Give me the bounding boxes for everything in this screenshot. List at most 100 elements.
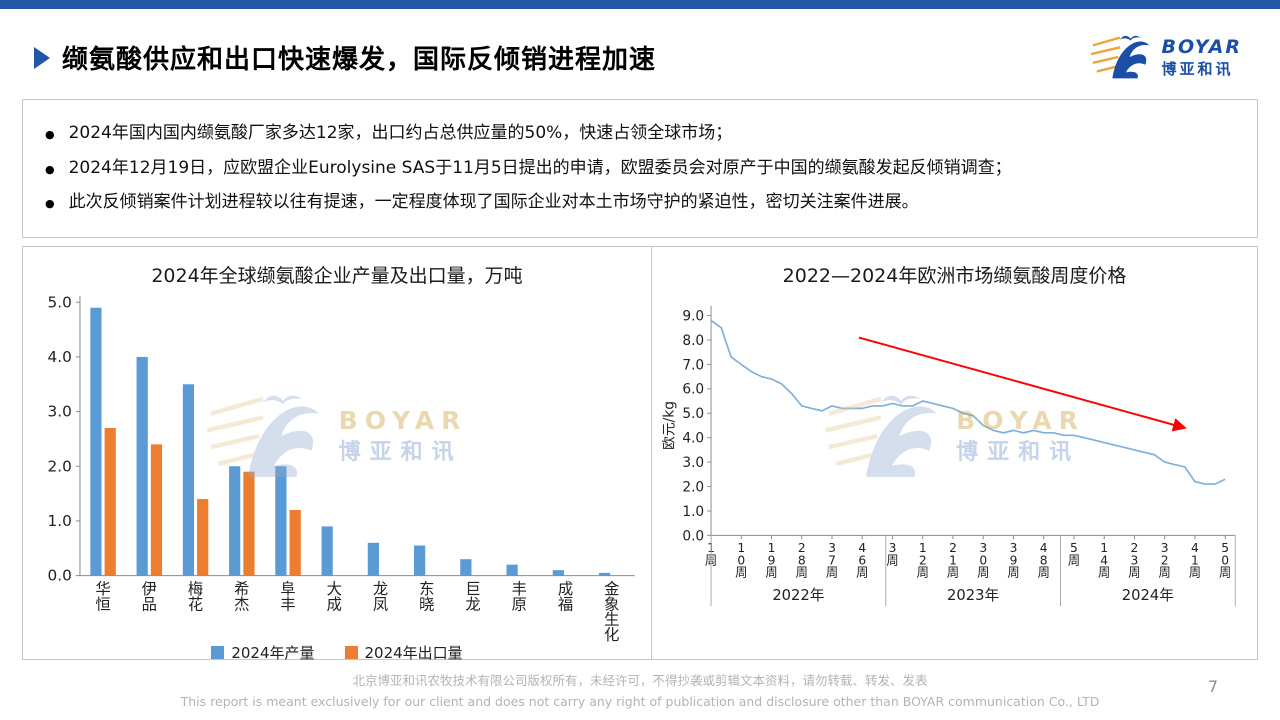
legend-label: 2024年出口量 (364, 644, 463, 663)
production-export-bar-chart: 0.0 1.0 2.0 3.0 4.0 5.0 华恒伊品梅花希杰阜丰大成龙凤东晓巨龙丰原成福… (47, 293, 635, 643)
bar-category-label: 成福 (558, 579, 573, 612)
svg-text:5.0: 5.0 (47, 293, 71, 311)
bar-export (150, 443, 163, 576)
bar-production (275, 465, 287, 576)
bar-production (321, 525, 333, 576)
boyar-logo: BOYAR 博亚和讯 (1091, 29, 1242, 85)
bullet-dot-icon: ● (45, 128, 55, 141)
bar-production (136, 356, 148, 576)
legend-swatch (211, 646, 225, 660)
svg-text:1.0: 1.0 (682, 503, 704, 519)
boyar-logo-text: BOYAR 博亚和讯 (1161, 36, 1242, 79)
bar-export (243, 471, 255, 576)
production-chart-panel: 2024年全球缬氨酸企业产量及出口量，万吨 0.0 1.0 2.0 3.0 4.0 5.0… (22, 245, 652, 663)
bar-category-label: 东晓 (419, 579, 434, 612)
svg-text:5.0: 5.0 (682, 406, 704, 422)
title-arrow-icon (34, 46, 50, 69)
bullet-item: ● 2024年12月19日，应欧盟企业Eurolysine SAS于11月5日提… (45, 156, 1235, 182)
year-group-label: 2023年 (947, 587, 999, 604)
bar-category-label: 梅花 (188, 579, 203, 612)
bar-production (229, 465, 241, 576)
bar-category-label: 大成 (327, 579, 342, 612)
svg-text:3.0: 3.0 (682, 455, 704, 471)
boyar-brand-en: BOYAR (1161, 35, 1242, 58)
svg-text:0.0: 0.0 (47, 566, 71, 584)
page-title: 缬氨酸供应和出口快速爆发，国际反倾销进程加速 (62, 45, 657, 75)
bar-category-label: 希杰 (234, 579, 249, 612)
bar-production (552, 569, 564, 576)
page-number: 7 (1207, 677, 1218, 696)
legend-swatch (344, 646, 358, 660)
price-chart-panel: 2022—2024年欧洲市场缬氨酸周度价格 0.0 1.0 2.0 3.0 4.0 5.0… (651, 245, 1258, 660)
legend-label: 2024年产量 (231, 644, 315, 663)
bar-export (289, 509, 301, 576)
bar-category-label: 丰原 (512, 579, 527, 612)
year-group-label: 2024年 (1122, 587, 1174, 604)
svg-text:8.0: 8.0 (682, 332, 704, 348)
bullet-text: 2024年12月19日，应欧盟企业Eurolysine SAS于11月5日提出的… (68, 157, 1012, 178)
line-chart-title: 2022—2024年欧洲市场缬氨酸周度价格 (782, 264, 1127, 287)
svg-text:9.0: 9.0 (682, 308, 704, 324)
bullet-item: ● 2024年国内国内缬氨酸厂家多达12家，出口约占总供应量的50%，快速占领全… (45, 121, 1235, 147)
bar-production (182, 383, 195, 576)
bullet-text: 此次反倾销案件计划进程较以往有提速，一定程度体现了国际企业对本土市场守护的紧迫性… (68, 192, 919, 212)
key-points-panel: ● 2024年国内国内缬氨酸厂家多达12家，出口约占总供应量的50%，快速占领全… (22, 99, 1258, 238)
bar-export (197, 498, 209, 576)
price-line-chart: 0.01.02.03.04.05.06.07.08.09.0欧元/kg1周10周… (662, 305, 1236, 606)
footer-copyright-cn: 北京博亚和讯农牧技术有限公司版权所有，未经许可，不得抄袭或剪辑文本资料，请勿转载… (352, 672, 928, 688)
boyar-brand-cn: 博亚和讯 (1161, 59, 1234, 78)
footer-copyright: 北京博亚和讯农牧技术有限公司版权所有，未经许可，不得抄袭或剪辑文本资料，请勿转载… (0, 670, 1280, 713)
svg-text:6.0: 6.0 (682, 381, 704, 397)
svg-text:3.0: 3.0 (47, 402, 71, 420)
trend-arrow (858, 336, 1187, 431)
bar-production (414, 545, 426, 576)
bar-production (90, 307, 102, 576)
svg-text:7.0: 7.0 (682, 357, 704, 373)
svg-text:4.0: 4.0 (682, 430, 704, 446)
legend-item: 2024年出口量 (344, 642, 463, 663)
boyar-bird-icon (1091, 35, 1150, 79)
bar-category-label: 伊品 (142, 579, 157, 612)
bar-production (367, 542, 379, 576)
bar-category-label: 龙凤 (373, 579, 388, 612)
bar-chart-title: 2024年全球缬氨酸企业产量及出口量，万吨 (151, 264, 523, 287)
price-line-series (710, 319, 1226, 485)
bar-category-label: 金象生化 (604, 579, 619, 643)
bar-chart-legend: 2024年产量 2024年出口量 (31, 642, 643, 663)
svg-text:4.0: 4.0 (47, 348, 71, 366)
bullet-dot-icon: ● (45, 162, 55, 176)
bar-production (506, 564, 518, 576)
bullet-text: 2024年国内国内缬氨酸厂家多达12家，出口约占总供应量的50%，快速占领全球市… (68, 123, 733, 143)
top-accent-bar (0, 0, 1280, 9)
svg-text:2.0: 2.0 (47, 457, 71, 475)
charts-row: 2024年全球缬氨酸企业产量及出口量，万吨 0.0 1.0 2.0 3.0 4.0 5.0… (22, 245, 1258, 663)
svg-text:2.0: 2.0 (682, 479, 704, 495)
bar-export (104, 427, 116, 576)
bullet-dot-icon: ● (45, 197, 55, 210)
year-group-label: 2022年 (772, 587, 824, 604)
bar-production (460, 558, 472, 576)
svg-text:0.0: 0.0 (682, 528, 704, 544)
footer-copyright-en: This report is meant exclusively for our… (180, 693, 1100, 709)
slide-header: 缬氨酸供应和出口快速爆发，国际反倾销进程加速 BOYAR 博亚和讯 (0, 9, 1280, 91)
y-axis-title: 欧元/kg (662, 401, 678, 450)
bullet-item: ● 此次反倾销案件计划进程较以往有提速，一定程度体现了国际企业对本土市场守护的紧… (45, 190, 1235, 216)
